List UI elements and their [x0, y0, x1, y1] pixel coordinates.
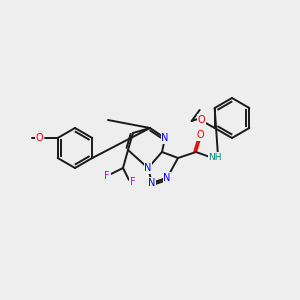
Text: O: O: [36, 133, 44, 143]
Text: N: N: [161, 133, 169, 143]
Text: NH: NH: [208, 152, 222, 161]
Text: O: O: [196, 130, 204, 140]
Text: N: N: [163, 173, 171, 183]
Text: F: F: [104, 171, 110, 181]
Text: N: N: [144, 163, 152, 173]
Text: F: F: [130, 177, 136, 187]
Text: N: N: [148, 178, 156, 188]
Text: O: O: [198, 115, 206, 125]
